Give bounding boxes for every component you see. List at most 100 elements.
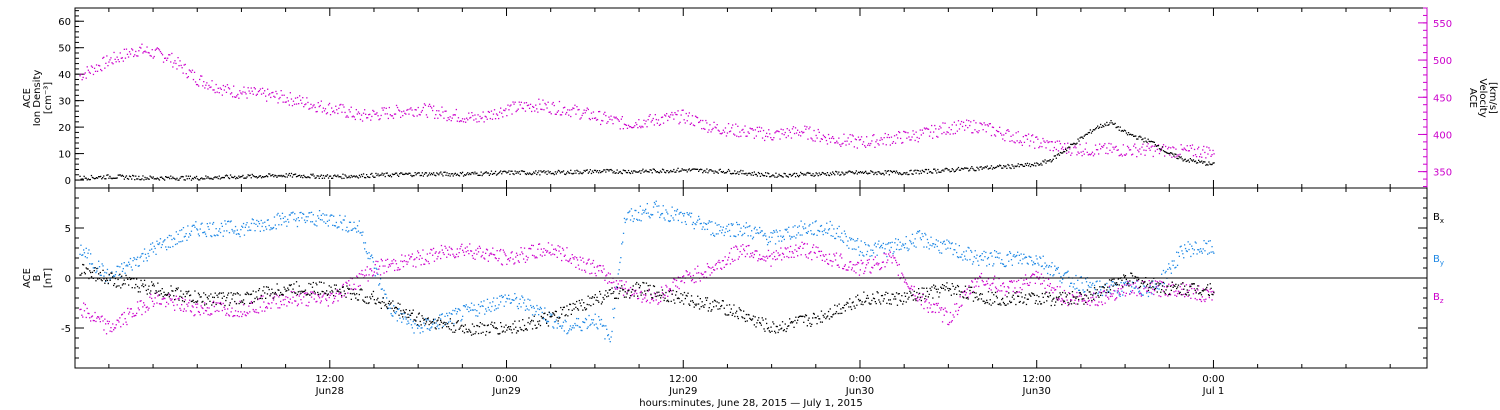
velocity-point: [319, 104, 321, 107]
by-point: [605, 325, 607, 327]
ion-density-point: [285, 173, 287, 175]
bz-point: [1059, 286, 1061, 288]
bz-point: [813, 251, 815, 254]
ion-density-point: [799, 174, 801, 177]
velocity-point: [1012, 134, 1014, 136]
by-point: [1077, 279, 1079, 281]
ion-density-point: [623, 169, 626, 172]
velocity-point: [312, 105, 314, 107]
bz-point: [100, 316, 102, 318]
ion-density-point: [1182, 160, 1184, 162]
by-point: [81, 254, 83, 256]
velocity-point: [711, 129, 713, 131]
ion-density-point: [1203, 161, 1205, 163]
by-point: [347, 231, 349, 233]
velocity-point: [1014, 142, 1016, 144]
bz-point: [491, 253, 493, 255]
velocity-point: [296, 96, 299, 99]
bz-point: [697, 265, 699, 267]
velocity-point: [1105, 152, 1107, 154]
by-point: [859, 250, 861, 253]
velocity-point: [856, 147, 858, 149]
velocity-point: [293, 103, 296, 105]
velocity-point: [377, 115, 379, 117]
bz-point: [92, 319, 94, 322]
by-point: [562, 321, 565, 323]
bz-point: [152, 305, 155, 307]
by-point: [1178, 255, 1180, 257]
bz-point: [583, 261, 585, 263]
by-point: [481, 305, 483, 307]
ion-density-point: [668, 172, 670, 174]
velocity-point: [544, 102, 546, 105]
by-point: [385, 293, 387, 295]
velocity-point: [749, 127, 751, 129]
bz-point: [553, 253, 556, 256]
bz-point: [343, 295, 345, 297]
ion-density-point: [825, 174, 828, 176]
velocity-point: [538, 98, 540, 100]
velocity-point: [143, 51, 145, 53]
velocity-point: [928, 135, 931, 137]
bz-point: [888, 255, 891, 257]
bz-point: [794, 249, 796, 251]
by-point: [1091, 284, 1093, 286]
velocity-point: [403, 110, 405, 112]
by-point: [984, 256, 986, 258]
bx-point: [105, 278, 108, 280]
velocity-point: [769, 133, 771, 135]
ion-density-point: [815, 172, 817, 174]
velocity-point: [948, 126, 950, 129]
by-point: [228, 232, 231, 234]
bz-point: [1000, 285, 1002, 287]
by-point: [97, 267, 99, 269]
velocity-point: [1159, 150, 1162, 152]
velocity-point: [534, 110, 536, 112]
bz-point: [516, 254, 519, 256]
bz-point: [424, 258, 427, 261]
velocity-point: [714, 126, 716, 128]
velocity-point: [917, 141, 919, 143]
by-point: [1185, 250, 1188, 252]
by-point: [1108, 287, 1111, 289]
velocity-point: [324, 108, 327, 110]
velocity-point: [343, 106, 345, 108]
by-point: [1087, 284, 1089, 287]
by-point: [342, 219, 344, 221]
bz-point: [1193, 288, 1195, 290]
by-point: [752, 236, 755, 238]
velocity-point: [870, 142, 872, 145]
by-point: [398, 308, 400, 310]
ion-density-point: [976, 166, 978, 168]
ion-density-point: [355, 175, 357, 177]
bz-point: [690, 280, 693, 282]
velocity-point: [1213, 153, 1215, 155]
ion-density-point: [293, 173, 296, 176]
velocity-point: [159, 51, 162, 53]
bz-point: [350, 288, 352, 290]
bz-point: [370, 268, 372, 270]
ion-density-point: [419, 174, 421, 177]
ion-density-point: [427, 174, 430, 176]
bz-point: [1124, 295, 1127, 297]
bz-point: [1097, 304, 1099, 307]
by-point: [174, 238, 176, 240]
bz-point: [756, 250, 758, 252]
ion-density-point: [1153, 141, 1155, 143]
by-point: [909, 239, 911, 242]
by-point: [701, 228, 703, 230]
ion-density-point: [1156, 145, 1158, 147]
by-point: [675, 210, 678, 212]
ion-density-point: [256, 177, 258, 179]
velocity-point: [407, 108, 409, 111]
ion-density-point: [979, 166, 981, 168]
bz-point: [1125, 292, 1127, 294]
bz-point: [915, 298, 917, 300]
ion-density-point: [379, 174, 381, 176]
by-point: [943, 240, 945, 242]
velocity-point: [620, 118, 622, 120]
ion-density-point: [376, 174, 378, 177]
bz-point: [497, 260, 499, 262]
by-point: [584, 317, 587, 320]
bz-point: [499, 250, 501, 252]
